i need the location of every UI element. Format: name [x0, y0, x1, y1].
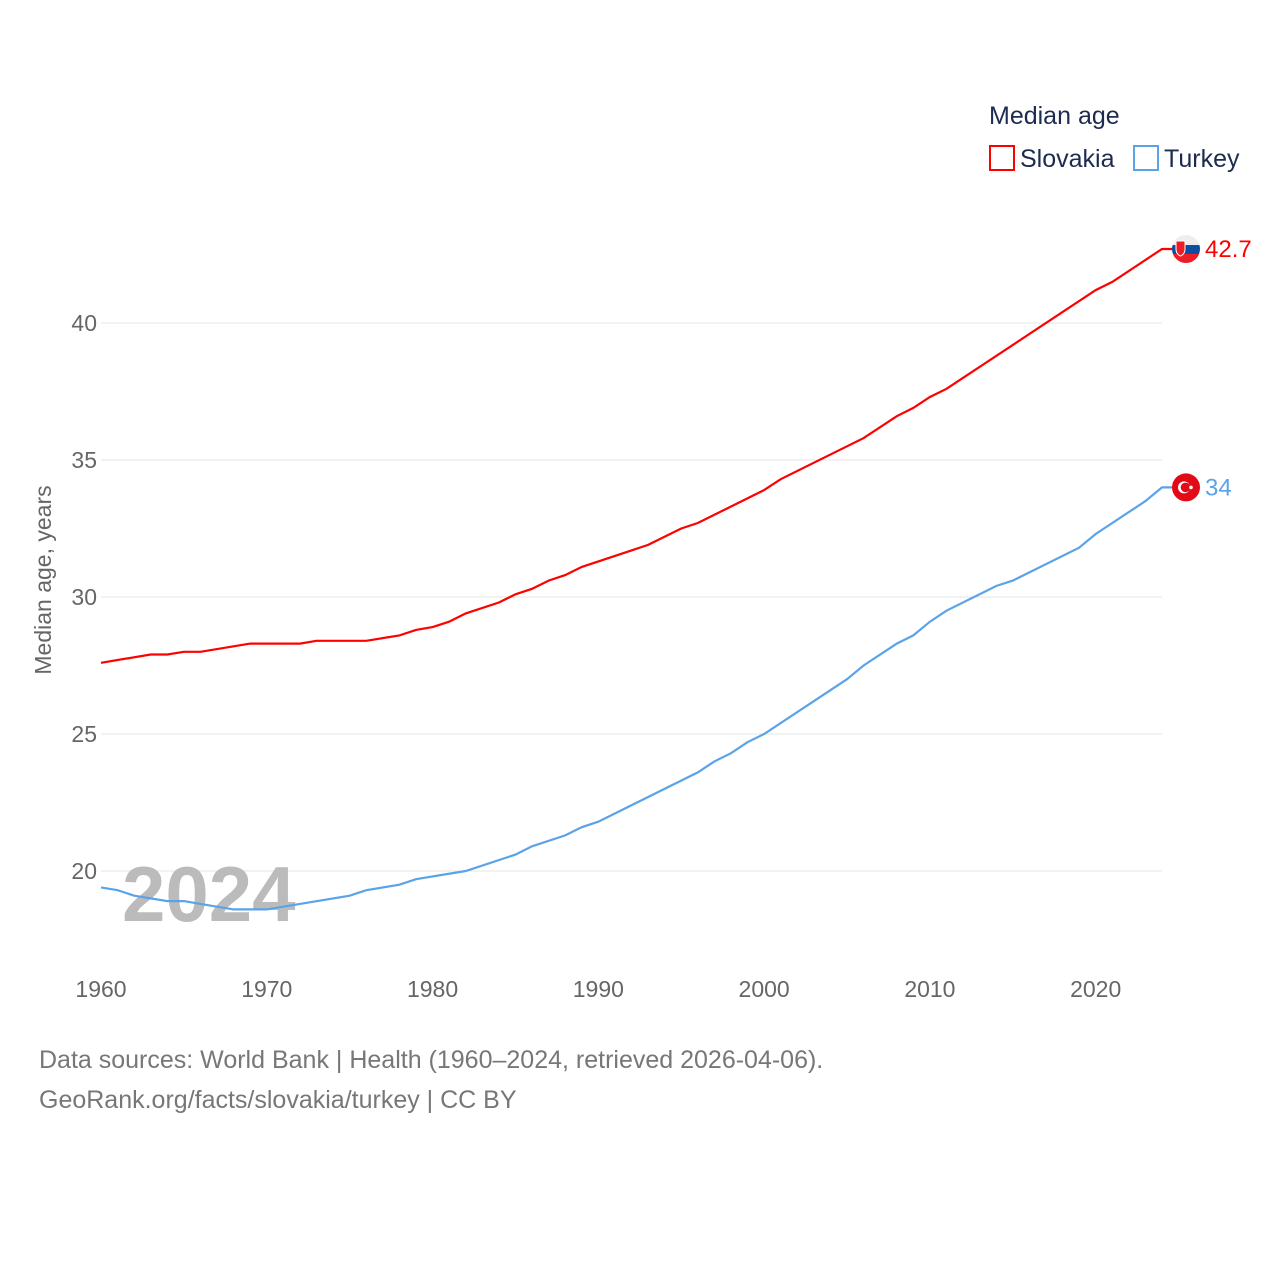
x-tick-label: 1990 — [573, 976, 624, 1002]
series-line-turkey — [100, 486, 1174, 911]
y-tick-label: 40 — [71, 310, 97, 336]
y-tick-label: 30 — [71, 584, 97, 610]
year-watermark: 2024 — [122, 850, 296, 938]
x-tick-label: 2010 — [904, 976, 955, 1002]
end-value-label-turkey: 34 — [1205, 474, 1232, 501]
x-tick-label: 1970 — [241, 976, 292, 1002]
attribution-link[interactable]: GeoRank.org/facts/slovakia/turkey | CC B… — [39, 1086, 517, 1114]
legend-title: Median age — [989, 102, 1120, 130]
y-tick-label: 25 — [71, 721, 97, 747]
legend-swatch — [1133, 145, 1159, 171]
legend-swatch — [989, 145, 1015, 171]
end-value-label-slovakia: 42.7 — [1205, 236, 1252, 263]
series-line-slovakia — [100, 247, 1174, 664]
x-tick-label: 1980 — [407, 976, 458, 1002]
legend-label: Slovakia — [1020, 145, 1115, 173]
y-tick-label: 35 — [71, 447, 97, 473]
legend-label: Turkey — [1164, 145, 1240, 173]
x-tick-label: 1960 — [75, 976, 126, 1002]
x-tick-label: 2000 — [739, 976, 790, 1002]
turkey-flag-icon — [1172, 473, 1200, 502]
x-tick-label: 2020 — [1070, 976, 1121, 1002]
y-axis-label: Median age, years — [30, 485, 56, 674]
legend-item-slovakia[interactable]: Slovakia — [989, 145, 1115, 173]
slovakia-flag-icon — [1172, 235, 1200, 264]
y-tick-label: 20 — [71, 858, 97, 884]
legend-item-turkey[interactable]: Turkey — [1133, 145, 1240, 173]
data-source-text: Data sources: World Bank | Health (1960–… — [39, 1046, 824, 1074]
